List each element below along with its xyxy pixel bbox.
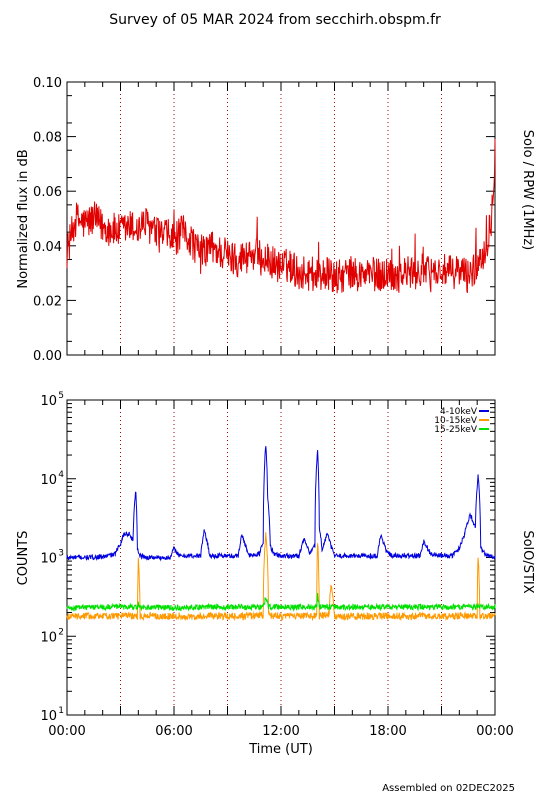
rpw-y-tick-label: 0.04 [33,240,62,255]
stix-y-tick-exp: 3 [58,549,64,559]
x-tick-label: 00:00 [476,724,513,739]
x-tick-label: 00:00 [48,724,85,739]
stix-grid [120,400,442,715]
stix-y-tick-exp: 1 [58,706,64,716]
rpw-y-axis-label: Normalized flux in dB [16,149,31,288]
rpw-y-tick-label: 0.00 [33,349,62,364]
stix-y-tick-base: 10 [40,394,57,409]
rpw-panel: 0.00 0.02 0.04 0.06 0.08 0.10 Normalized flux… [16,76,535,364]
rpw-y-tick-label: 0.08 [33,131,62,146]
stix-y-tick-base: 10 [40,473,57,488]
rpw-axis-ticks: 0.00 0.02 0.04 0.06 0.08 0.10 [33,76,496,364]
stix-plot-frame [66,399,496,716]
rpw-series-group [66,138,496,294]
stix-instrument-label: SolO/STIX [520,530,535,593]
x-tick-label: 12:00 [262,724,299,739]
stix-y-tick-label: 103 [40,549,64,567]
stix-y-tick-label: 102 [40,627,64,645]
legend-label: 4-10keV [440,407,478,417]
rpw-y-tick-label: 0.10 [33,76,62,91]
stix-series-line-2 [66,532,496,622]
stix-series-line-1 [66,446,496,562]
rpw-grid [120,82,442,355]
stix-y-tick-exp: 5 [58,391,64,401]
rpw-series-line [66,138,496,294]
x-tick-label: 18:00 [369,724,406,739]
rpw-y-tick-label: 0.06 [33,185,62,200]
stix-y-tick-label: 104 [40,470,64,488]
stix-y-axis-label: COUNTS [16,531,31,586]
page-title: Survey of 05 MAR 2024 from secchirh.obsp… [109,12,441,28]
stix-y-tick-label: 105 [40,391,64,409]
stix-y-tick-exp: 2 [58,627,64,637]
stix-series-group [66,446,496,622]
x-tick-label: 06:00 [155,724,192,739]
stix-y-tick-base: 10 [40,709,57,724]
assembled-credit: Assembled on 02DEC2025 [382,783,515,794]
stix-y-tick-base: 10 [40,630,57,645]
rpw-instrument-label: Solo / RPW (1MHz) [520,130,535,251]
rpw-y-tick-label: 0.02 [33,294,62,309]
legend-label: 10-15keV [434,416,478,426]
stix-y-tick-exp: 4 [58,470,64,480]
stix-y-tick-label: 101 [40,706,64,724]
stix-y-tick-base: 10 [40,552,57,567]
x-axis-label: Time (UT) [248,742,313,757]
stix-series-line-3 [66,592,496,612]
legend-label: 15-25keV [434,425,478,435]
